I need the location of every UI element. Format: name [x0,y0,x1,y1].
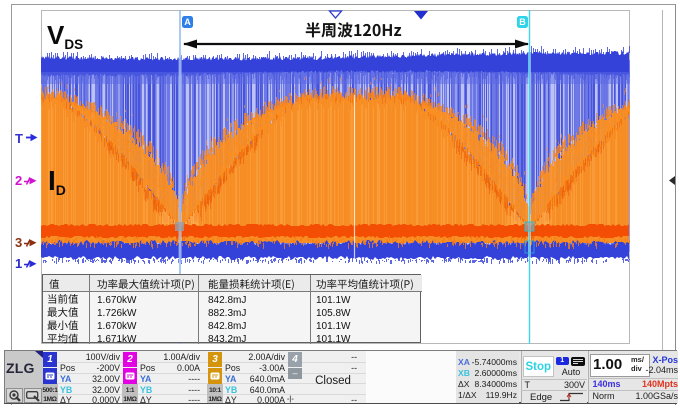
svg-text:T: T [15,131,23,146]
svg-text:2: 2 [15,173,22,188]
svg-text:1: 1 [15,256,22,271]
svg-text:3: 3 [15,235,22,250]
